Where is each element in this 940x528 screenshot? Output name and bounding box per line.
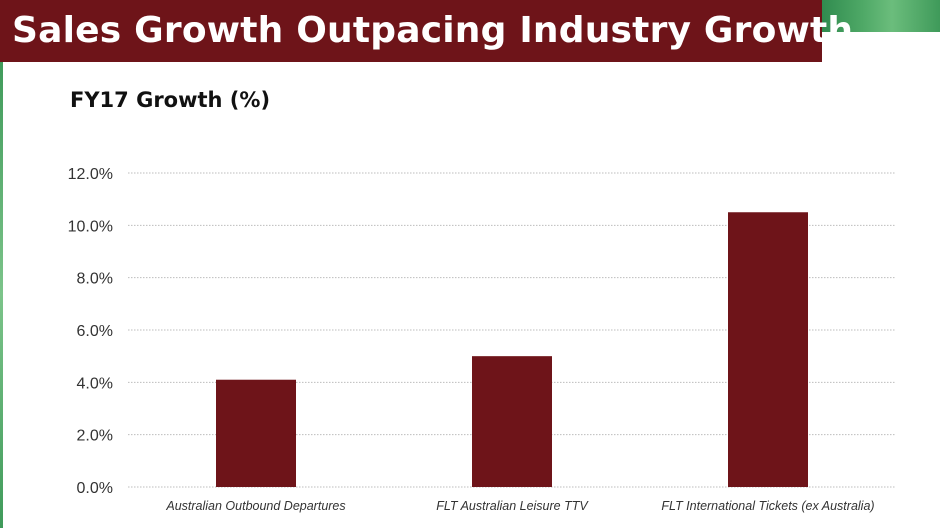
y-axis-ticks: 0.0% 2.0% 4.0% 6.0% 8.0% 10.0% 12.0% <box>68 166 113 497</box>
y-tick-label: 6.0% <box>77 323 113 340</box>
x-category-label: FLT International Tickets (ex Australia) <box>661 499 874 513</box>
y-tick-label: 10.0% <box>68 218 113 235</box>
y-tick-label: 0.0% <box>77 480 113 497</box>
y-tick-label: 8.0% <box>77 271 113 288</box>
title-bar: Sales Growth Outpacing Industry Growth <box>0 0 853 62</box>
x-axis-categories: Australian Outbound Departures FLT Austra… <box>165 499 874 513</box>
slide-title: Sales Growth Outpacing Industry Growth <box>12 10 854 51</box>
bar-2 <box>472 356 552 487</box>
bar-1 <box>216 379 296 487</box>
bars <box>216 212 808 487</box>
y-tick-label: 2.0% <box>77 428 113 445</box>
bar-3 <box>728 212 808 487</box>
decorative-green-strip <box>820 0 940 32</box>
x-category-label: FLT Australian Leisure TTV <box>436 499 589 513</box>
x-category-label: Australian Outbound Departures <box>165 499 345 513</box>
y-tick-label: 4.0% <box>77 375 113 392</box>
y-tick-label: 12.0% <box>68 166 113 183</box>
chart-title: FY17 Growth (%) <box>70 88 271 112</box>
decorative-green-edge <box>0 60 3 528</box>
